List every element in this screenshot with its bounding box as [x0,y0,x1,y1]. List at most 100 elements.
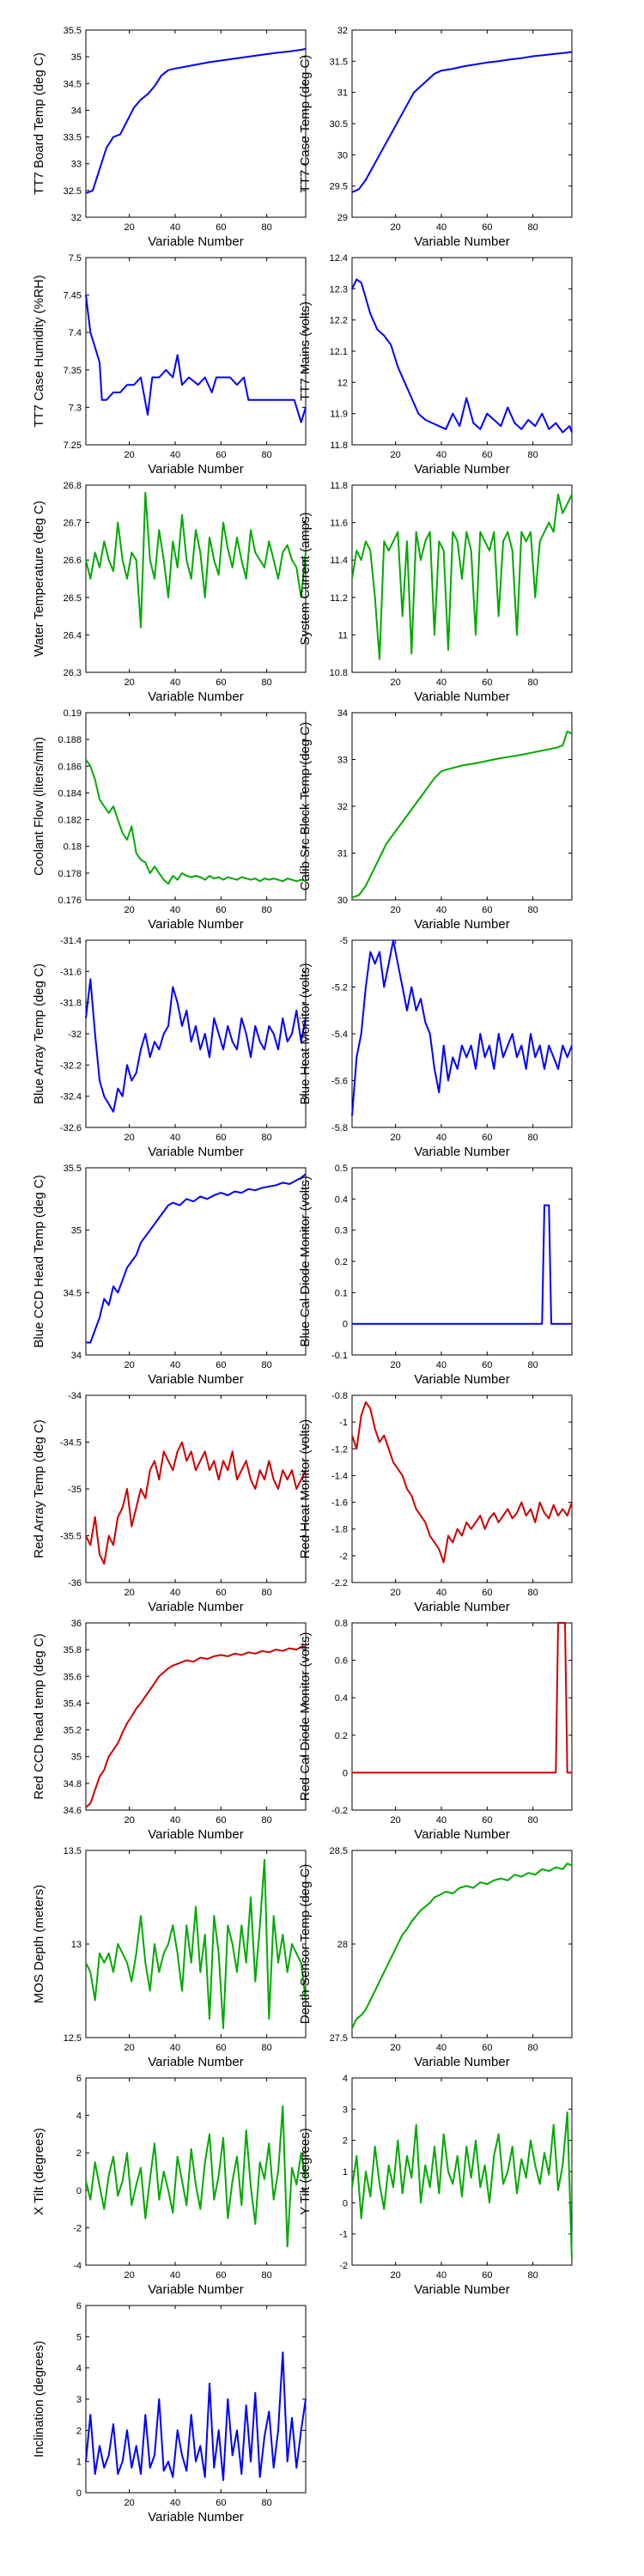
y-tick-label: -5.6 [331,1077,348,1087]
y-tick-label: 4 [76,2364,82,2374]
y-axis-label: Depth Sensor Temp (deg C) [298,1864,313,2024]
series-line [85,1858,307,2030]
x-tick-label: 20 [391,222,401,233]
y-axis-label: Red Array Temp (deg C) [32,1419,46,1558]
series-line [351,1862,573,2029]
y-tick-label: 26.7 [64,519,82,529]
y-axis-label: Calib Src Block Temp (deg C) [298,722,313,890]
series-line [352,1622,572,1774]
plot-frame [85,29,307,218]
y-tick-label: -1.6 [331,1498,348,1509]
y-tick-label: 29 [337,213,348,223]
y-tick-label: 36 [71,1619,82,1629]
x-tick-label: 40 [436,2270,447,2281]
x-axis-label: Variable Number [148,1145,243,1159]
x-tick-label: 80 [528,1133,538,1143]
y-tick-label: 26.8 [64,481,82,491]
y-axis-label: Y Tilt (degrees) [298,2128,313,2215]
y-axis-label: MOS Depth (meters) [32,1885,46,2003]
y-tick-label: 7.5 [69,253,82,264]
chart-8: 20 40 60 80 30 31 32 33 34 Variable Number Calib S… [298,708,573,932]
x-tick-label: 20 [391,2270,401,2281]
x-tick-label: 60 [216,450,226,460]
y-tick-label: 0.182 [58,816,82,826]
plot-frame [85,2077,307,2266]
x-axis-label: Variable Number [148,1827,243,1842]
x-tick-label: 20 [391,905,401,915]
y-tick-label: 6 [76,2301,82,2312]
y-tick-label: 0 [343,2198,348,2208]
y-tick-label: 13 [71,1940,82,1950]
x-tick-label: 80 [262,222,272,233]
y-tick-label: 34 [71,1351,82,1361]
x-tick-label: 20 [391,1133,401,1143]
y-tick-label: 26.5 [64,593,82,604]
series-line [85,491,307,629]
y-tick-label: 2 [76,2426,82,2436]
y-tick-label: 30.5 [330,119,348,130]
series-line [351,278,573,434]
series-line [351,730,573,899]
x-tick-label: 40 [170,2043,180,2053]
y-tick-label: 7.25 [64,440,82,451]
x-axis-label: Variable Number [414,234,509,249]
x-tick-label: 80 [528,450,538,460]
plot-frame [85,484,307,673]
plot-frame [85,712,307,901]
chart-1: 20 40 60 80 32 32.5 33 33.5 34 34.5 35 35.5 Variable… [32,26,307,249]
y-tick-label: 0.8 [335,1619,348,1629]
x-axis-label: Variable Number [414,1372,509,1387]
plot-frame [351,2077,573,2266]
y-tick-label: 7.35 [64,366,82,376]
x-axis-label: Variable Number [414,2055,509,2069]
x-tick-label: 20 [391,2043,401,2053]
series-line [85,2351,307,2482]
x-axis-label: Variable Number [414,1827,509,1842]
series-line [351,1400,573,1564]
y-tick-label: 31 [337,849,348,860]
y-tick-label: 7.4 [69,328,82,338]
y-tick-label: 11.8 [330,440,348,451]
y-tick-label: -31.4 [60,936,82,946]
y-tick-label: 12.1 [330,347,348,357]
y-tick-label: -36 [68,1578,82,1589]
x-tick-label: 40 [436,2043,447,2053]
y-axis-label: TT7 Case Temp (deg C) [298,55,313,193]
series-line [352,1204,572,1325]
y-tick-label: 29.5 [330,182,348,192]
x-tick-label: 20 [125,450,135,460]
x-tick-label: 80 [528,1588,538,1598]
y-tick-label: 11 [338,630,348,641]
y-tick-label: -1.8 [331,1525,348,1535]
x-tick-label: 60 [216,2498,226,2508]
plot-frame [351,29,573,218]
x-tick-label: 40 [170,1815,180,1826]
x-tick-label: 80 [528,905,538,915]
x-tick-label: 60 [482,222,492,233]
y-tick-label: -2 [73,2223,82,2233]
x-tick-label: 60 [482,2043,492,2053]
x-tick-label: 40 [436,905,447,915]
plot-frame [85,1622,307,1811]
y-tick-label: 0.18 [64,842,82,853]
x-tick-label: 40 [170,450,180,460]
x-tick-label: 40 [436,677,447,688]
chart-18: 20 40 60 80 27.5 28 28.5 Variable Number Depth S… [298,1846,573,2069]
y-tick-label: -2.2 [331,1578,348,1589]
y-tick-label: 35.5 [64,26,82,36]
y-tick-label: -1.4 [331,1471,348,1481]
y-tick-label: 35.4 [64,1698,82,1709]
y-tick-label: 0.19 [64,708,82,719]
series-line [85,295,307,423]
y-tick-label: 0.4 [335,1693,348,1704]
x-tick-label: 20 [391,1360,401,1370]
y-tick-label: 0.184 [58,788,82,799]
plot-frame [351,712,573,901]
y-tick-label: -1.2 [331,1444,348,1455]
y-axis-label: TT7 Board Temp (deg C) [32,52,46,195]
y-tick-label: -31.6 [60,967,82,977]
x-axis-label: Variable Number [148,2510,243,2524]
x-axis-label: Variable Number [148,690,243,704]
x-axis-label: Variable Number [148,2055,243,2069]
y-tick-label: 32 [337,802,348,812]
